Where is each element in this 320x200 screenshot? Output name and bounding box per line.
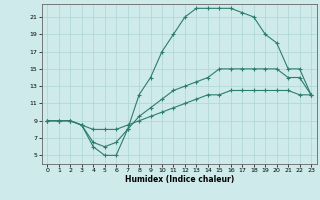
X-axis label: Humidex (Indice chaleur): Humidex (Indice chaleur) (124, 175, 234, 184)
